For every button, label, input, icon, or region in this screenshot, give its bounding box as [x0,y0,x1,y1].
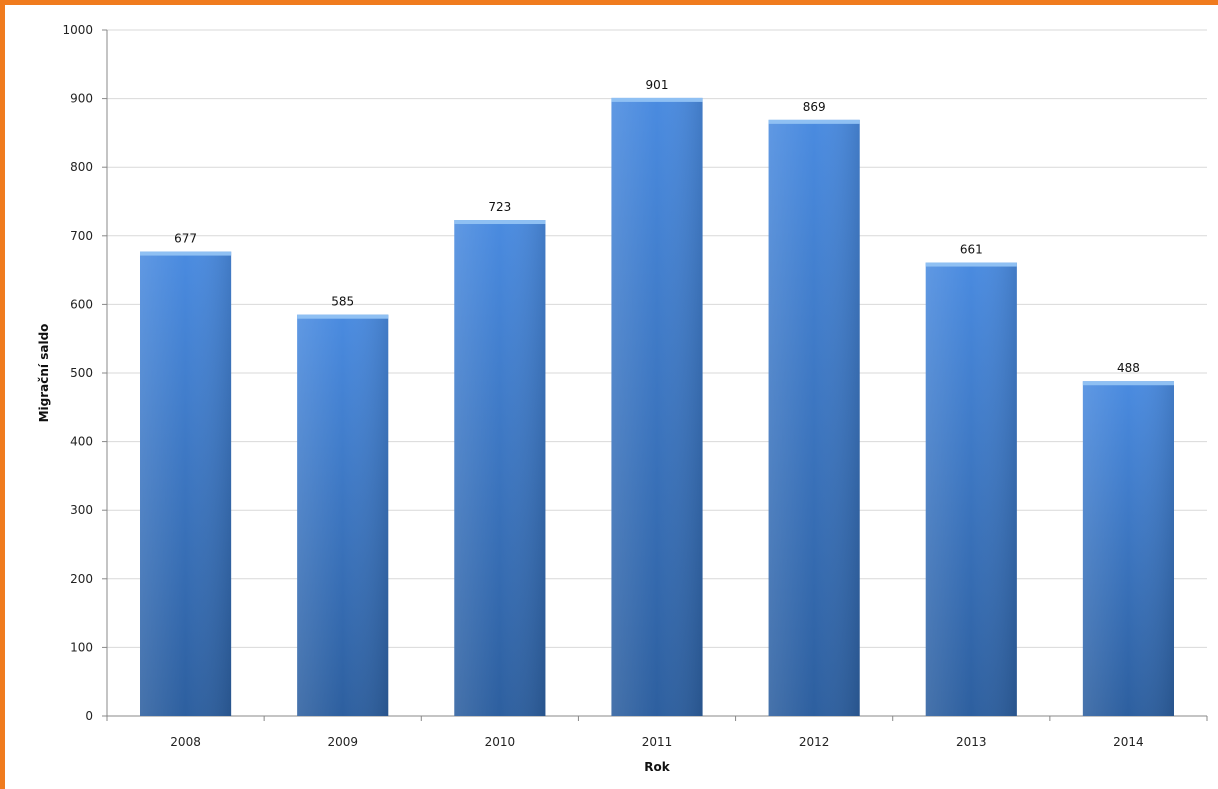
bar-shade [1082,381,1174,716]
y-tick-label: 800 [70,160,93,174]
x-axis-title: Rok [644,760,670,774]
bar-cap [140,251,232,256]
data-label: 585 [331,295,354,309]
x-tick-label: 2014 [1113,735,1144,749]
x-tick-label: 2008 [170,735,201,749]
y-tick-label: 200 [70,572,93,586]
labels: 0 100 200 300 400 500 600 700 800 900 1000 677 2008 5… [62,23,1143,749]
bar-shade [297,314,389,716]
bar-cap [454,220,546,225]
y-axis-title: Migrační saldo [37,324,51,423]
bar-cap [611,97,703,102]
bar-cap [925,262,1017,267]
x-tick-label: 2013 [956,735,987,749]
bar-shade [140,251,232,716]
x-tick-label: 2010 [485,735,516,749]
y-tick-label: 900 [70,92,93,106]
x-tick-label: 2009 [327,735,358,749]
bar-shade [768,119,860,717]
bar-shade [925,262,1017,716]
y-tick-label: 400 [70,435,93,449]
y-tick-label: 600 [70,297,93,311]
data-label: 488 [1117,361,1140,375]
bar-cap [1082,381,1174,386]
y-tick-label: 500 [70,366,93,380]
frame-left-border [0,0,5,789]
bar-shade [454,220,546,716]
data-label: 677 [174,232,197,246]
y-tick-label: 0 [85,709,93,723]
y-tick-label: 100 [70,640,93,654]
data-label: 869 [803,100,826,114]
y-tick-label: 700 [70,229,93,243]
frame-top-border [0,0,1218,5]
x-tick-label: 2011 [642,735,673,749]
data-label: 661 [960,243,983,257]
y-tick-label: 300 [70,503,93,517]
bars [140,97,1174,717]
bar-shade [611,97,703,716]
data-label: 901 [646,78,669,92]
y-tick-label: 1000 [62,23,93,37]
data-label: 723 [488,200,511,214]
bar-cap [768,119,860,124]
bar-cap [297,314,389,319]
x-tick-label: 2012 [799,735,830,749]
